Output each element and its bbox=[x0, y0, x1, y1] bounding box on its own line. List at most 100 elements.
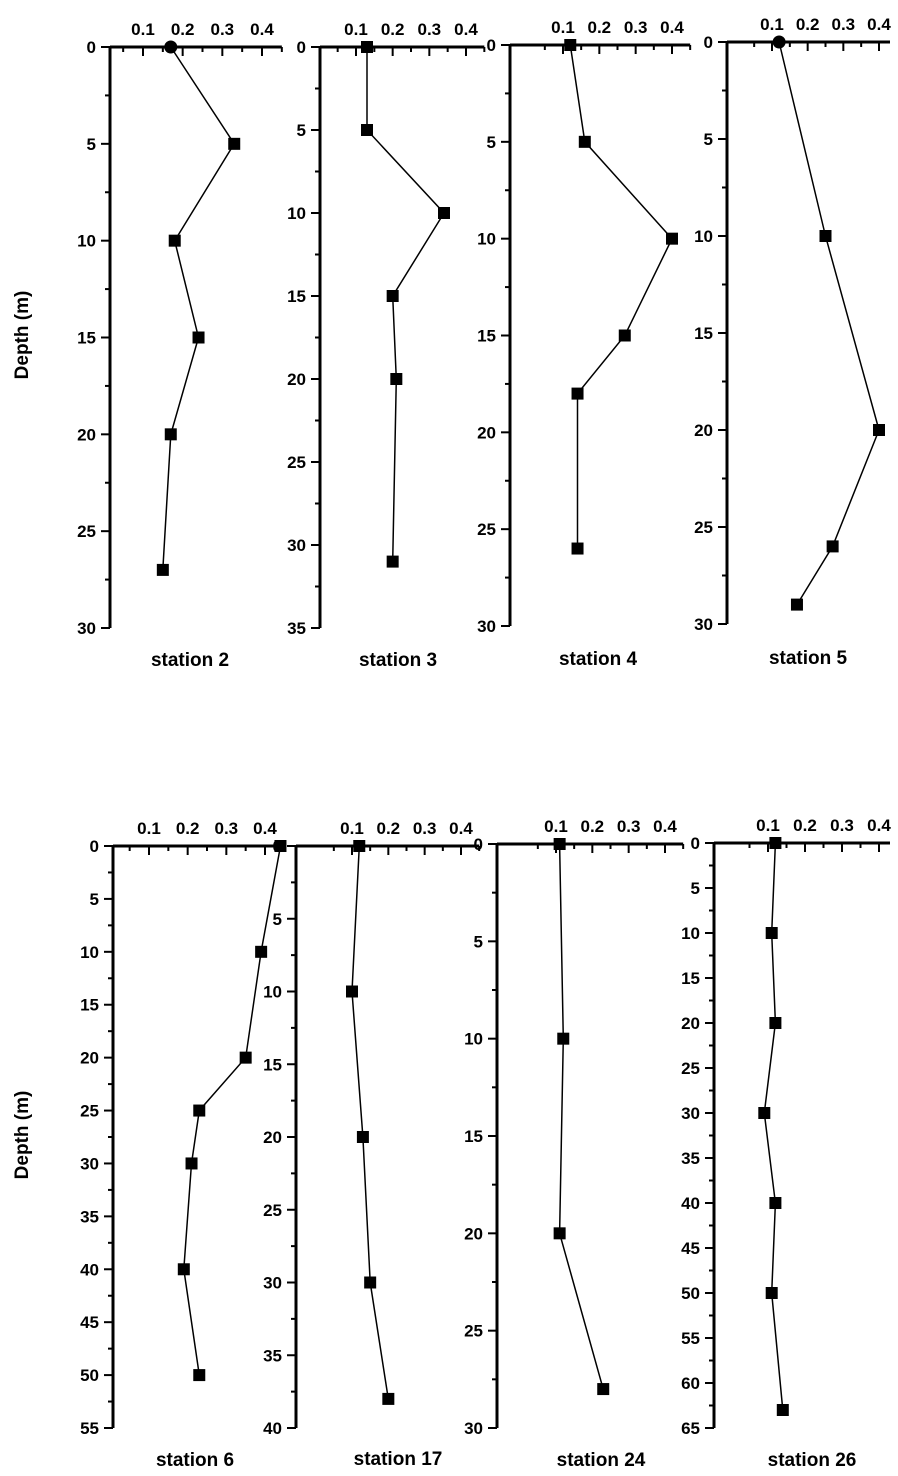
x-tick-label: 0.2 bbox=[176, 819, 200, 838]
data-point bbox=[193, 1369, 206, 1382]
data-point bbox=[772, 35, 786, 49]
y-tick-label: 20 bbox=[80, 1049, 99, 1068]
y-tick-label: 5 bbox=[87, 135, 96, 154]
panel-station-6: 0.1 0.2 0.3 0.40510152025303540455055statio… bbox=[80, 819, 287, 1471]
station-label: station 26 bbox=[768, 1450, 857, 1471]
y-tick-label: 50 bbox=[80, 1366, 99, 1385]
x-tick-label: 0.4 bbox=[653, 817, 677, 836]
series-line-station-17 bbox=[351, 845, 390, 1400]
y-tick-label: 45 bbox=[80, 1313, 99, 1332]
y-tick-label: 0 bbox=[90, 837, 99, 856]
data-point bbox=[578, 135, 591, 148]
x-tick-label: 0.2 bbox=[588, 18, 612, 37]
y-tick-label: 30 bbox=[477, 617, 496, 636]
y-axis-label-bottom: Depth (m) bbox=[12, 1091, 33, 1180]
panel-station-26: 0.1 0.2 0.3 0.4 0 5 10 15 20 25 30 35 40 45 50 55 60 65 st… bbox=[681, 816, 891, 1471]
panel-station-2: 0.1 0.2 0.3 0.4 0 5 10 15 20 25 30 station 2 bbox=[77, 20, 283, 671]
panel-station-5: 0.1 0.2 0.3 0.4 0 5 10 15 20 25 30 station 5 bbox=[694, 15, 891, 669]
data-point bbox=[177, 1263, 190, 1276]
y-tick-label: 20 bbox=[287, 370, 306, 389]
y-tick-label: 15 bbox=[464, 1127, 483, 1146]
y-tick-label: 45 bbox=[681, 1239, 700, 1258]
data-point bbox=[769, 1197, 782, 1209]
x-tick-label: 0.1 bbox=[551, 18, 575, 37]
data-point bbox=[361, 124, 373, 136]
x-tick-label: 0.1 bbox=[340, 819, 364, 838]
y-tick-label: 30 bbox=[80, 1154, 99, 1173]
data-point bbox=[382, 1392, 395, 1405]
data-point bbox=[364, 1276, 377, 1289]
data-point bbox=[228, 137, 241, 150]
data-point bbox=[666, 232, 678, 245]
data-point bbox=[438, 207, 450, 219]
y-tick-label: 15 bbox=[77, 329, 96, 348]
data-point bbox=[353, 840, 366, 852]
station-label: station 4 bbox=[559, 649, 638, 670]
y-tick-label: 30 bbox=[263, 1274, 282, 1293]
series-line-station-3 bbox=[366, 47, 445, 562]
x-tick-label: 0.4 bbox=[867, 15, 891, 34]
data-point bbox=[765, 927, 778, 939]
x-tick-label: 0.3 bbox=[832, 15, 856, 34]
data-point bbox=[553, 1227, 566, 1240]
y-tick-label: 10 bbox=[477, 230, 496, 249]
y-tick-label: 55 bbox=[681, 1329, 700, 1348]
data-point bbox=[164, 40, 178, 54]
data-point bbox=[758, 1107, 771, 1119]
y-tick-label: 5 bbox=[704, 130, 713, 149]
y-tick-label: 5 bbox=[474, 932, 483, 951]
data-point bbox=[386, 290, 399, 302]
data-point bbox=[553, 838, 566, 850]
data-point bbox=[819, 230, 832, 242]
x-tick-label: 0.2 bbox=[581, 817, 605, 836]
x-tick-label: 0.2 bbox=[381, 20, 405, 39]
x-tick-label: 0.2 bbox=[171, 20, 195, 39]
y-tick-label: 5 bbox=[273, 910, 282, 929]
data-point bbox=[790, 598, 803, 611]
panel-station-24: 0.1 0.2 0.3 0.4 0 5 10 15 20 25 30 station 24 bbox=[464, 817, 685, 1471]
x-tick-label: 0.3 bbox=[211, 20, 235, 39]
data-point bbox=[826, 540, 839, 553]
y-tick-label: 20 bbox=[464, 1224, 483, 1243]
y-tick-label: 15 bbox=[80, 996, 99, 1015]
x-tick-label: 0.4 bbox=[660, 18, 684, 37]
x-tick-label: 0.1 bbox=[544, 817, 568, 836]
data-point bbox=[765, 1287, 778, 1299]
data-point bbox=[164, 428, 177, 441]
y-tick-label: 40 bbox=[80, 1260, 99, 1279]
y-tick-label: 5 bbox=[297, 121, 306, 140]
data-point bbox=[239, 1051, 252, 1064]
y-tick-label: 20 bbox=[694, 421, 713, 440]
y-tick-label: 35 bbox=[681, 1149, 700, 1168]
data-point bbox=[769, 837, 782, 849]
x-tick-label: 0.2 bbox=[377, 819, 401, 838]
data-point bbox=[564, 39, 577, 51]
y-tick-label: 10 bbox=[287, 204, 306, 223]
data-point bbox=[571, 542, 584, 555]
data-point bbox=[618, 329, 631, 342]
y-tick-label: 65 bbox=[681, 1419, 700, 1438]
data-point bbox=[168, 234, 181, 247]
series-line-station-24 bbox=[558, 843, 604, 1390]
y-tick-label: 35 bbox=[80, 1207, 99, 1226]
panel-station-4: 0.1 0.2 0.3 0.4 0 5 10 15 20 25 30 station 4 bbox=[477, 18, 692, 670]
data-point bbox=[255, 945, 268, 958]
data-point bbox=[776, 1404, 789, 1416]
y-tick-label: 25 bbox=[464, 1322, 483, 1341]
station-label: station 5 bbox=[769, 648, 848, 669]
y-tick-label: 0 bbox=[691, 834, 700, 853]
y-tick-label: 40 bbox=[681, 1194, 700, 1213]
data-point bbox=[390, 373, 403, 385]
y-tick-label: 30 bbox=[287, 536, 306, 555]
y-tick-label: 40 bbox=[263, 1419, 282, 1438]
x-tick-label: 0.1 bbox=[756, 816, 780, 835]
y-tick-label: 20 bbox=[77, 425, 96, 444]
data-point bbox=[571, 387, 584, 400]
x-tick-label: 0.4 bbox=[250, 20, 274, 39]
y-tick-label: 25 bbox=[287, 453, 306, 472]
x-tick-label: 0.3 bbox=[830, 816, 854, 835]
x-tick-label: 0.4 bbox=[454, 20, 478, 39]
